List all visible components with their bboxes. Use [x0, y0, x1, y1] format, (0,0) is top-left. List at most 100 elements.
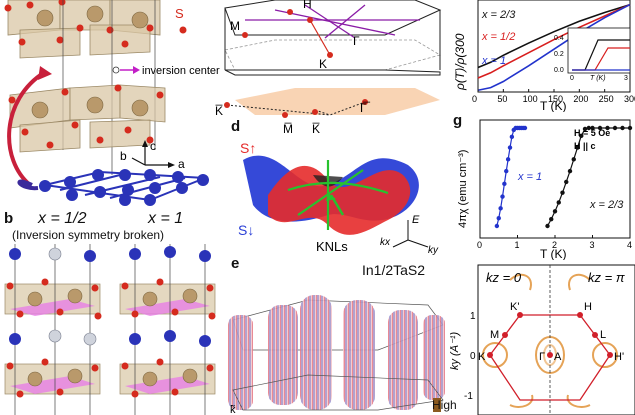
panel-e-title: In1/2TaS2 — [362, 262, 426, 278]
scatter-point — [496, 215, 501, 221]
scatter-point — [545, 223, 550, 229]
legend-h-direction: H || c — [574, 141, 596, 151]
scatter-point — [597, 125, 603, 131]
crystal-structure-b — [4, 244, 216, 415]
bz-point-mbar: M̅ — [283, 122, 293, 136]
ta-atoms-upper — [36, 5, 149, 29]
h-point-a: A — [554, 351, 562, 363]
scatter-point — [507, 145, 513, 150]
scatter-point — [567, 168, 573, 174]
panel-label-b: b — [4, 210, 14, 227]
panel-e-k-label: k̃ — [230, 404, 236, 415]
series-label-g-x1: x = 1 — [517, 171, 542, 183]
h-point-m: M — [490, 329, 499, 341]
scatter-point — [586, 125, 591, 131]
brillouin-zone: H Γ M K K̅ M̅ K̅ Γ̅ — [215, 0, 442, 136]
h-ytick-1: 1 — [470, 311, 476, 322]
scatter-point — [564, 179, 569, 185]
h-ylabel: ky (Å⁻¹) — [450, 331, 461, 370]
series-label-g-x23: x = 2/3 — [589, 199, 624, 211]
scatter-point — [522, 125, 528, 131]
scatter-point — [582, 126, 588, 132]
panel-c-brillouin-zone: H Γ M K K̅ M̅ K̅ Γ̅ — [215, 0, 450, 140]
inset-xtick-1: T (K) — [590, 75, 606, 82]
bz-point-kbar-left: K̅ — [215, 104, 223, 118]
inset-ytick-1: 0.2 — [554, 51, 564, 58]
chart-f-xlabel: T (K) — [540, 99, 566, 112]
inset-ytick-2: 0.0 — [554, 67, 564, 74]
susceptibility-chart: 0 1 2 3 4 4πχ (emu cm⁻³) T (K) H = 5 Oe H ||… — [457, 119, 633, 260]
chart-f-ylabel: ρ(T)/ρ(300 — [453, 33, 467, 91]
h-point-gamma: Γ — [539, 351, 545, 363]
series-label-x1: x = 1 — [481, 55, 506, 67]
xtick-label-f: 100 — [523, 94, 538, 104]
bz-point-k: K — [319, 57, 327, 71]
panel-f-resistivity: 0 50 100 150 200 250 300 ρ(T)/ρ(300 T (K) x = … — [450, 0, 635, 112]
scatter-point — [575, 145, 580, 150]
axis-e-label: E — [412, 214, 420, 226]
fermi-surface-3d: k̃ — [228, 295, 445, 415]
spin-up-label: S↑ — [240, 140, 256, 156]
axis-kx-label: kx — [380, 237, 391, 248]
scatter-point — [627, 125, 633, 131]
h-point-kprime: K' — [510, 301, 519, 313]
bz-point-gamma: Γ — [353, 34, 360, 48]
xtick-label-g: 0 — [477, 240, 482, 250]
resistivity-chart: 0 50 100 150 200 250 300 ρ(T)/ρ(300 T (K) x = … — [453, 0, 635, 112]
bz-point-h: H — [303, 0, 312, 11]
xtick-label-f: 300 — [624, 94, 635, 104]
scatter-point — [590, 125, 595, 131]
scatter-point — [605, 125, 610, 131]
line-series-0 — [477, 3, 631, 69]
scatter-point — [509, 134, 515, 140]
panel-a-crystal: S inversion center — [0, 0, 225, 210]
scatter-point — [560, 190, 565, 195]
fermi-contour-map: kz = 0 kz = π K' H M L K Γ A H' ky (Å⁻¹)… — [450, 264, 635, 415]
crystal-structure-a: S inversion center — [4, 0, 220, 206]
line-series-2 — [477, 3, 631, 92]
colorbar-high-label: High — [432, 398, 457, 412]
xtick-label-f: 150 — [548, 94, 563, 104]
inversion-center-label: inversion center — [142, 65, 220, 77]
xtick-label-f: 0 — [472, 94, 477, 104]
scatter-point — [505, 157, 511, 162]
panel-label-e: e — [231, 255, 240, 272]
scatter-point — [494, 223, 500, 229]
legend-h-field: H = 5 Oe — [574, 128, 610, 138]
scatter-point — [500, 194, 505, 199]
xtick-label-f: 200 — [573, 94, 588, 104]
xtick-label-f: 250 — [599, 94, 614, 104]
scatter-point — [612, 125, 618, 131]
scatter-point — [552, 209, 558, 214]
axis-c-label: c — [150, 139, 156, 153]
scatter-point — [498, 206, 503, 211]
axis-ky-label: ky — [428, 245, 439, 255]
h-point-hprime: H' — [614, 351, 624, 363]
xtick-label-f: 50 — [497, 94, 507, 104]
h-point-l: L — [600, 329, 606, 341]
panel-g-susceptibility: 0 1 2 3 4 4πχ (emu cm⁻³) T (K) H = 5 Oe H ||… — [450, 118, 635, 260]
panel-b-right-x: x = 1 — [148, 210, 184, 227]
line-series-1 — [477, 3, 631, 79]
chart-g-ylabel: 4πχ (emu cm⁻³) — [457, 150, 469, 228]
chart-f-inset — [567, 27, 631, 74]
series-label-x12: x = 1/2 — [481, 31, 515, 43]
knls-label: KNLs — [316, 239, 348, 254]
panel-e-fermi-surface: k̃ — [228, 280, 450, 415]
nodal-line-surfaces: S↑ S↓ KNLs E kx ky — [238, 140, 439, 255]
panel-b-subtitle: (Inversion symmetry broken) — [12, 228, 165, 242]
scatter-point — [556, 200, 561, 205]
scatter-point — [620, 125, 625, 131]
axis-a-label: a — [178, 157, 185, 171]
in-atoms — [39, 169, 209, 206]
series-label-x23: x = 2/3 — [481, 9, 516, 21]
xtick-label-g: 1 — [515, 240, 520, 250]
inset-xtick-2: 3 — [624, 75, 628, 82]
bz-point-kbar: K̅ — [312, 122, 320, 136]
panel-h-fermi-contours: kz = 0 kz = π K' H M L K Γ A H' ky (Å⁻¹)… — [450, 260, 635, 415]
atom-label-s: S — [175, 6, 184, 21]
scatter-point — [549, 216, 554, 222]
spin-down-label: S↓ — [238, 222, 254, 238]
xtick-label-g: 4 — [627, 240, 632, 250]
scatter-point — [502, 181, 507, 187]
